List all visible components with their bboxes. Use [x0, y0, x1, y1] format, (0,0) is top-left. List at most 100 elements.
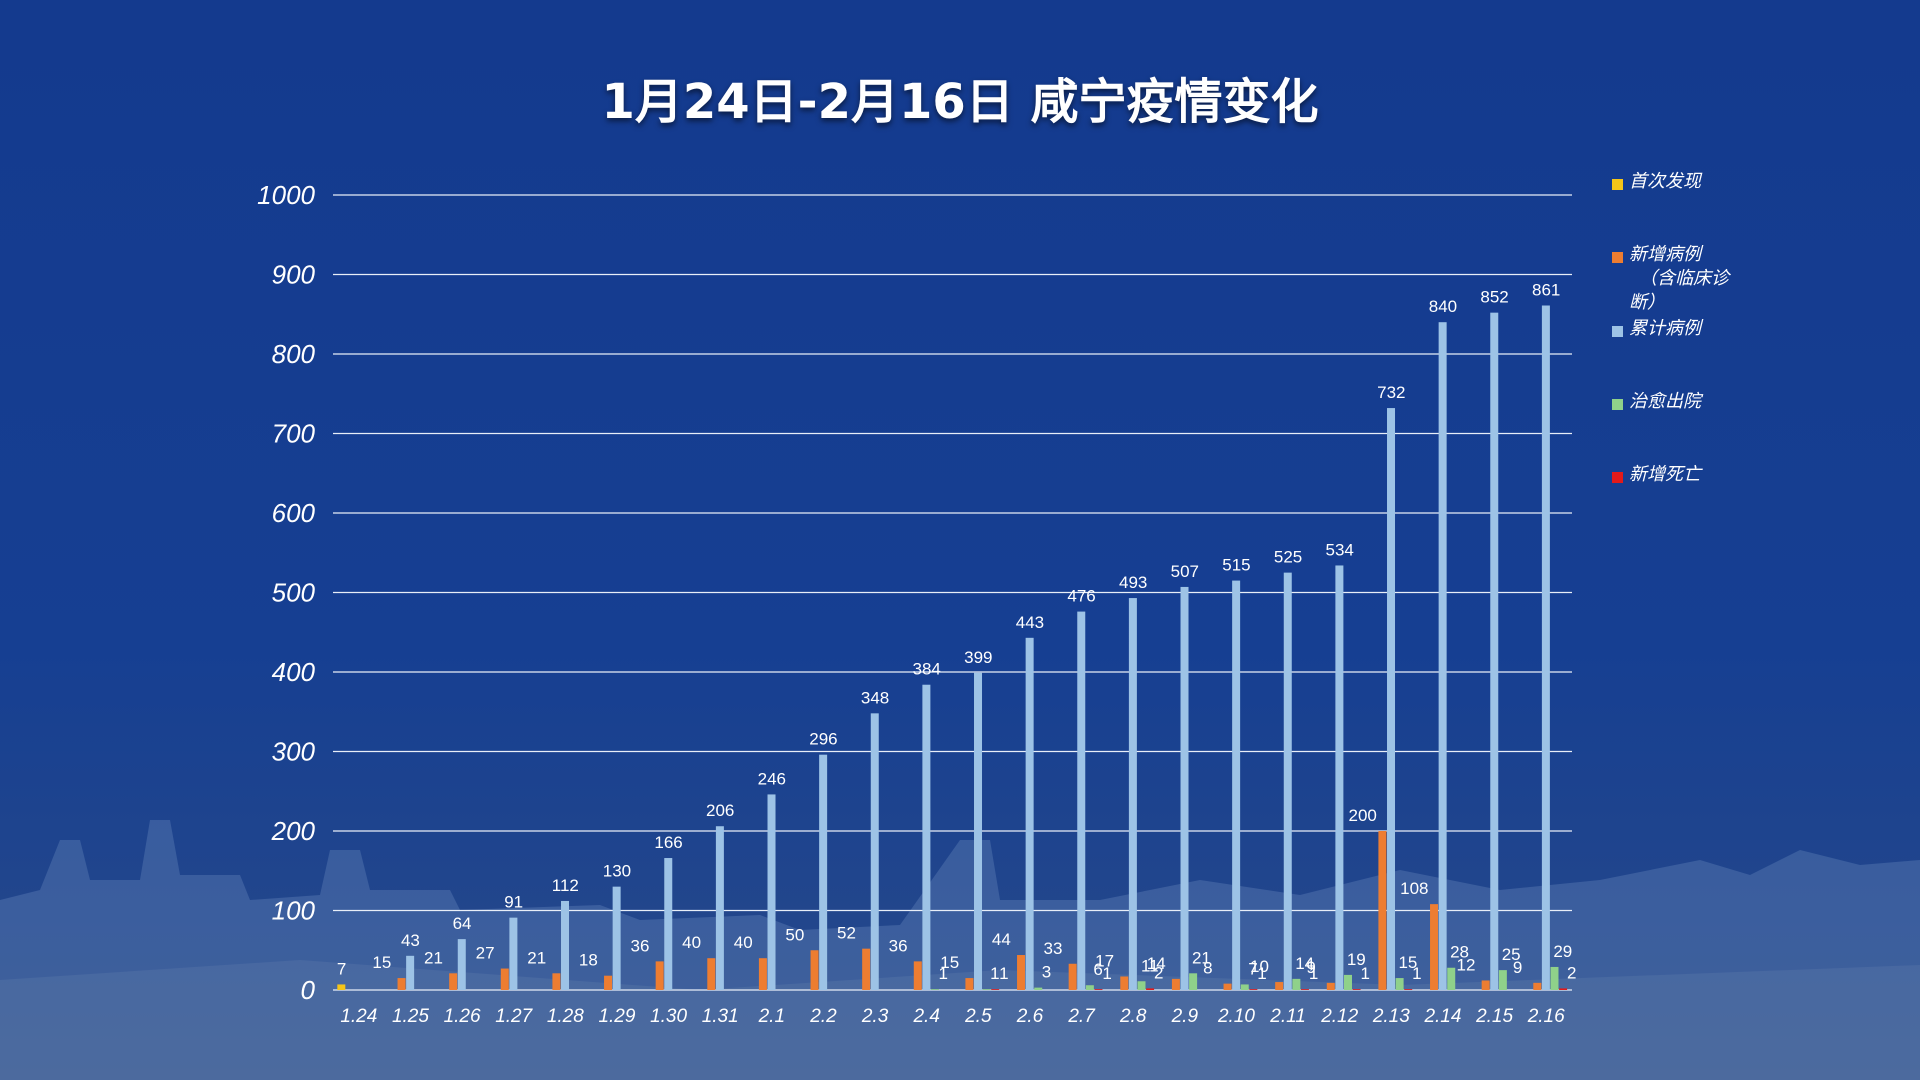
x-tick-label: 1.24 [340, 1006, 377, 1027]
legend-label: 首次发现 [1629, 171, 1701, 192]
bar [1034, 987, 1043, 990]
data-label: 493 [1119, 573, 1147, 592]
bar [862, 948, 871, 990]
x-tick-label: 2.5 [964, 1006, 992, 1027]
legend-swatch [1612, 399, 1623, 410]
data-label: 52 [837, 924, 856, 943]
bar [1249, 989, 1258, 990]
data-label: 44 [992, 930, 1011, 949]
data-label: 33 [1044, 939, 1063, 958]
legend-swatch [1612, 252, 1623, 263]
data-label: 15 [940, 953, 959, 972]
x-tick-label: 2.11 [1269, 1006, 1306, 1027]
x-tick-label: 2.7 [1067, 1006, 1096, 1027]
bar [552, 973, 561, 990]
data-label: 296 [809, 730, 837, 749]
data-label: 166 [654, 833, 682, 852]
data-label: 14 [1147, 954, 1166, 973]
bar [1533, 982, 1542, 990]
x-tick-label: 2.16 [1527, 1006, 1565, 1027]
data-label: 507 [1171, 562, 1199, 581]
bar [1275, 982, 1284, 990]
data-label: 1 [1412, 964, 1421, 983]
x-tick-label: 1.30 [650, 1006, 687, 1027]
x-tick-label: 2.10 [1217, 1006, 1255, 1027]
data-label: 348 [861, 688, 889, 707]
bar [1283, 572, 1292, 990]
bar [1223, 983, 1232, 990]
bars [337, 305, 1568, 990]
bar [982, 989, 991, 990]
bar [715, 826, 724, 990]
data-label: 108 [1400, 879, 1428, 898]
bar [1326, 982, 1335, 990]
bar [604, 975, 613, 990]
data-label: 840 [1429, 297, 1457, 316]
x-tick-label: 1.26 [444, 1006, 481, 1027]
bar [509, 917, 518, 990]
data-label: 17 [1095, 951, 1114, 970]
bar [1189, 973, 1198, 990]
x-tick-label: 1.27 [495, 1006, 533, 1027]
data-label: 64 [453, 914, 472, 933]
data-label: 11 [1141, 956, 1159, 975]
bar [397, 978, 406, 990]
bar [991, 989, 1000, 990]
data-label: 515 [1222, 556, 1250, 575]
bar [758, 958, 767, 990]
x-tick-label: 2.15 [1475, 1006, 1513, 1027]
data-label: 525 [1274, 548, 1302, 567]
bar [612, 886, 621, 990]
bar [1430, 904, 1439, 990]
bar [561, 900, 570, 990]
x-axis-ticks: 1.24 1.25 1.26 1.27 1.28 1.29 1.30 1.31 2.1 2.2 2.… [340, 1006, 1565, 1027]
bar [1498, 970, 1507, 990]
y-tick-label: 300 [272, 737, 316, 767]
data-label: 476 [1067, 587, 1095, 606]
data-label: 1 [999, 964, 1008, 983]
x-tick-label: 2.2 [809, 1006, 837, 1027]
gridlines [333, 194, 1572, 991]
data-label: 28 [1450, 943, 1469, 962]
data-label: 7 [1248, 959, 1257, 978]
data-label: 21 [1192, 948, 1211, 967]
bar [1137, 981, 1146, 990]
data-label: 2 [1567, 963, 1576, 982]
data-label: 1 [939, 964, 948, 983]
data-label: 206 [706, 801, 734, 820]
y-tick-label: 600 [272, 498, 316, 528]
data-label: 12 [1457, 955, 1476, 974]
bar [1481, 980, 1490, 990]
x-tick-label: 2.13 [1372, 1006, 1410, 1027]
y-tick-label: 700 [272, 419, 316, 449]
y-tick-label: 800 [272, 339, 316, 369]
bar [406, 955, 415, 990]
bar [1490, 312, 1499, 990]
bar [457, 939, 466, 990]
bar [1352, 989, 1361, 990]
bar [1180, 586, 1189, 990]
data-label: 3 [1042, 963, 1051, 982]
data-label: 40 [734, 933, 753, 952]
bar [1120, 976, 1129, 990]
data-label: 43 [401, 931, 420, 950]
data-label: 19 [1347, 950, 1366, 969]
bar [1438, 322, 1447, 990]
x-tick-label: 2.9 [1171, 1006, 1199, 1027]
y-tick-label: 500 [272, 578, 316, 608]
data-label: 9 [1513, 958, 1522, 977]
bar [810, 950, 819, 990]
bar [965, 978, 974, 990]
data-label: 21 [527, 948, 546, 967]
data-label: 6 [1093, 960, 1102, 979]
x-tick-label: 1.31 [702, 1006, 739, 1027]
bar [1387, 408, 1396, 990]
bar [1077, 611, 1086, 990]
legend-label: 新增死亡 [1629, 464, 1701, 485]
data-label: 7 [337, 959, 346, 978]
x-tick-label: 2.14 [1423, 1006, 1461, 1027]
bar [1550, 966, 1559, 990]
y-tick-label: 0 [301, 975, 316, 1005]
x-tick-label: 2.3 [861, 1006, 889, 1027]
